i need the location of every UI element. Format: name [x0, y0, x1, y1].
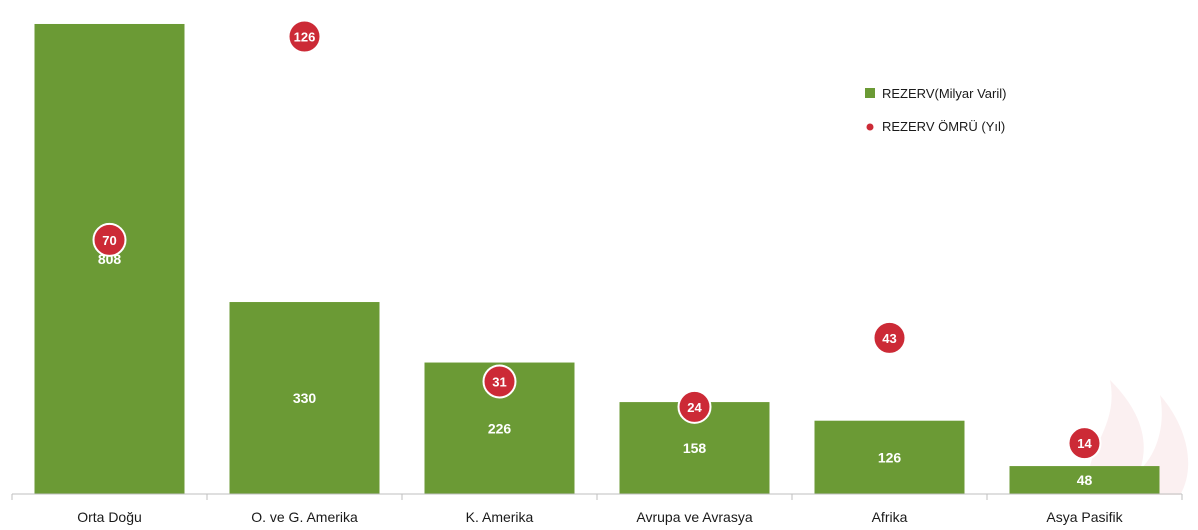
legend-bar-label: REZERV(Milyar Varil) [882, 86, 1006, 101]
lifetime-point: 70 [94, 224, 126, 256]
bar-value-label: 48 [1077, 472, 1093, 488]
legend-dot-swatch [867, 124, 874, 131]
category-label: K. Amerika [466, 509, 534, 525]
x-axis-ticks [12, 494, 1182, 500]
category-label: Asya Pasifik [1046, 509, 1123, 525]
lifetime-value-label: 43 [882, 331, 896, 346]
lifetime-value-label: 24 [687, 400, 702, 415]
category-label: Avrupa ve Avrasya [636, 509, 752, 525]
lifetime-point: 14 [1069, 427, 1101, 459]
bar-value-label: 126 [878, 449, 902, 465]
legend-dot-label: REZERV ÖMRÜ (Yıl) [882, 119, 1005, 134]
lifetime-value-label: 14 [1077, 436, 1092, 451]
lifetime-point: 31 [484, 365, 516, 397]
legend: REZERV(Milyar Varil) REZERV ÖMRÜ (Yıl) [865, 86, 1006, 134]
legend-bar-swatch [865, 88, 875, 98]
bar-value-label: 158 [683, 440, 707, 456]
bar-value-label: 226 [488, 420, 512, 436]
category-label: Orta Doğu [77, 509, 142, 525]
bar-value-label: 330 [293, 390, 317, 406]
category-label: O. ve G. Amerika [251, 509, 358, 525]
category-labels: Orta Doğu O. ve G. Amerika K. Amerika Avrup… [77, 509, 1123, 525]
lifetime-point: 126 [289, 21, 321, 53]
lifetime-point: 24 [679, 391, 711, 423]
lifetime-value-label: 126 [294, 30, 316, 45]
category-label: Afrika [872, 509, 908, 525]
lifetime-value-label: 31 [492, 374, 506, 389]
lifetime-point: 43 [874, 322, 906, 354]
lifetime-value-label: 70 [102, 233, 116, 248]
